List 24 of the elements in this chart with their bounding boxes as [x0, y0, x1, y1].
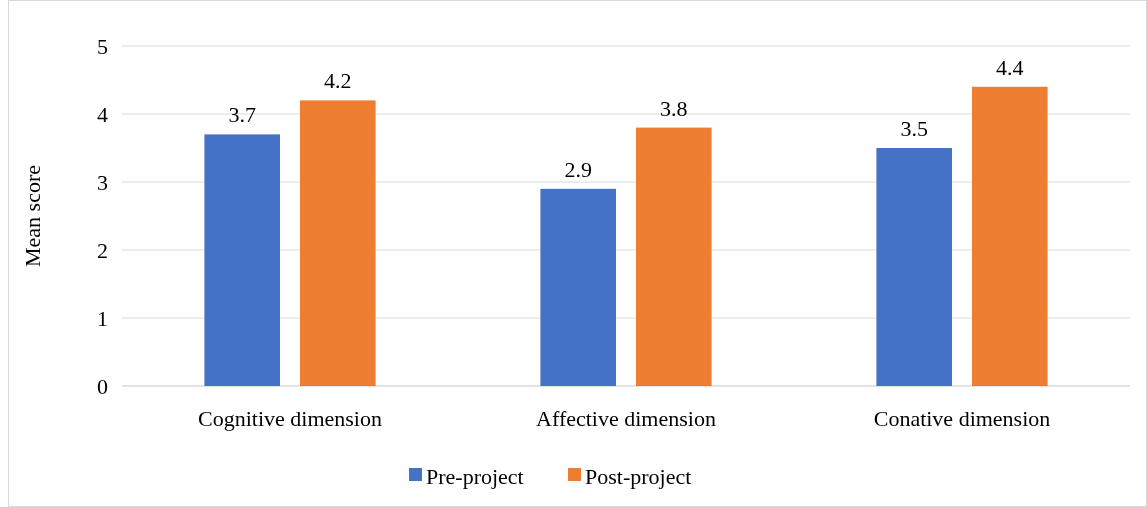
bar	[300, 100, 376, 386]
y-tick-label: 1	[97, 305, 108, 331]
data-label: 3.7	[228, 102, 256, 128]
data-label: 3.5	[900, 116, 928, 141]
data-label: 4.4	[996, 54, 1024, 80]
bar	[204, 134, 280, 386]
data-label: 3.8	[660, 95, 688, 121]
data-label: 4.2	[324, 68, 352, 94]
bar	[972, 86, 1048, 386]
x-tick-label: Cognitive dimension	[198, 406, 382, 431]
bar	[540, 188, 616, 386]
x-tick-label: Conative dimension	[873, 406, 1051, 431]
bar	[876, 148, 952, 386]
data-label: 2.9	[564, 156, 592, 182]
y-tick-label: 0	[97, 373, 108, 399]
legend-label: Post-project	[585, 463, 692, 489]
x-tick-label: Affective dimension	[536, 406, 716, 431]
y-tick-label: 4	[97, 101, 108, 127]
bar	[636, 127, 712, 386]
y-tick-label: 2	[97, 237, 108, 263]
y-axis-title: Mean score	[20, 164, 45, 268]
y-tick-label: 5	[97, 33, 108, 59]
y-tick-label: 3	[97, 169, 108, 195]
legend-label: Pre-project	[426, 463, 524, 489]
